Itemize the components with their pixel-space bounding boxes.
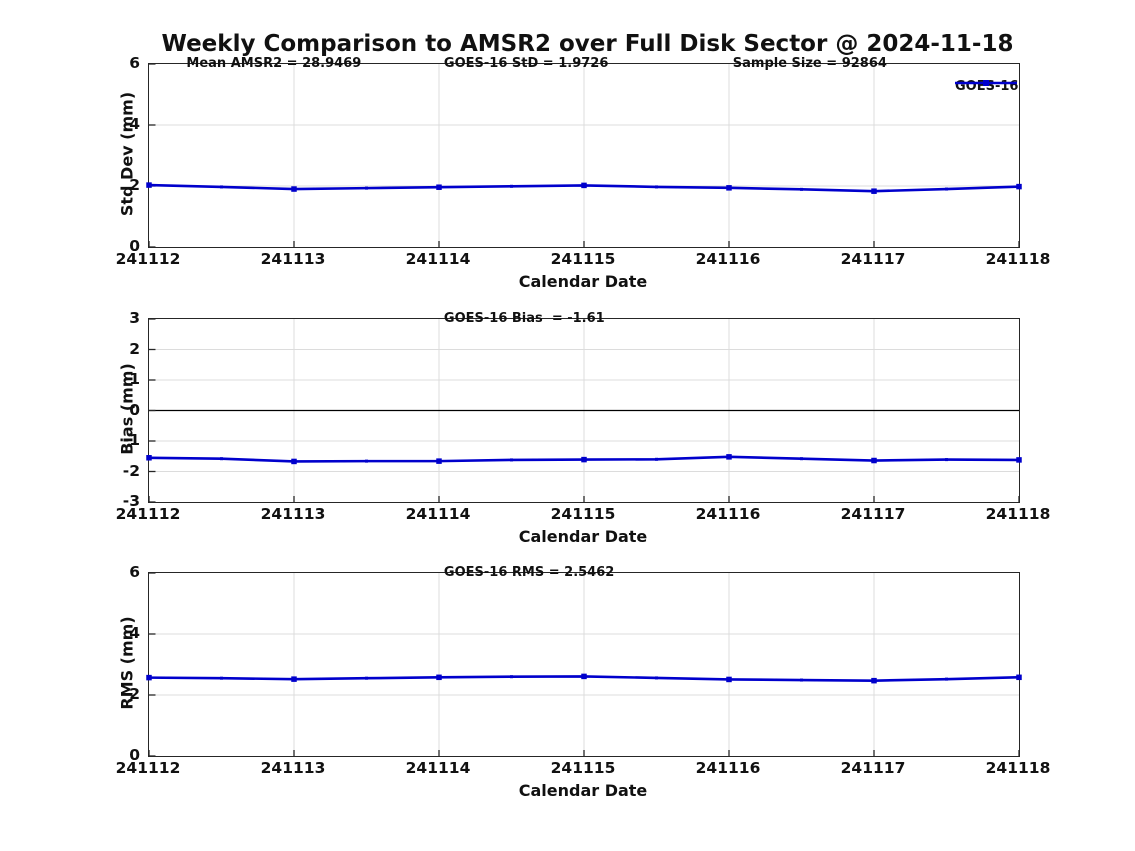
x-tick-label: 241115 — [550, 759, 616, 777]
x-tick-label: 241118 — [985, 505, 1051, 523]
y-tick-label: -1 — [122, 431, 140, 449]
data-point-marker — [365, 186, 368, 190]
x-tick-label: 241114 — [405, 250, 471, 268]
x-tick-label: 241113 — [260, 250, 326, 268]
x-tick-label: 241113 — [260, 505, 326, 523]
y-tick-label: 0 — [129, 237, 140, 255]
y-tick-label: 1 — [129, 370, 140, 388]
stddev-y-axis-label: Std Dev (mm) — [117, 91, 137, 217]
x-tick-label: 241112 — [115, 759, 181, 777]
x-tick-label: 241117 — [840, 505, 906, 523]
data-point-marker — [871, 457, 877, 464]
rms-chart-svg — [146, 572, 1022, 757]
x-tick-label: 241118 — [985, 759, 1051, 777]
data-point-marker — [1016, 183, 1022, 190]
bias-x-axis-label: Calendar Date — [518, 527, 648, 546]
data-point-marker — [581, 673, 587, 680]
y-tick-label: 0 — [129, 400, 140, 419]
x-tick-label: 241114 — [405, 759, 471, 777]
x-tick-label: 241112 — [115, 505, 181, 523]
goes16-std-annotation: GOES-16 StD = 1.9726 — [443, 56, 609, 72]
x-tick-label: 241117 — [840, 759, 906, 777]
data-point-marker — [871, 188, 877, 194]
x-tick-label: 241114 — [405, 505, 471, 523]
data-point-marker — [291, 186, 297, 192]
y-tick-label: 6 — [129, 563, 140, 581]
data-point-marker — [655, 457, 658, 461]
data-point-marker — [945, 187, 948, 191]
y-tick-label: -3 — [122, 492, 140, 510]
mean-amsr2-annotation: Mean AMSR2 = 28.9469 — [186, 56, 362, 72]
data-point-marker — [510, 675, 513, 679]
data-point-marker — [1016, 457, 1022, 463]
bias-plot-area: GOES-16 Bias = -1.61 — [146, 311, 1022, 503]
data-point-marker — [581, 182, 587, 189]
data-point-marker — [726, 185, 732, 191]
data-point-marker — [436, 458, 442, 464]
data-point-marker — [436, 184, 442, 190]
data-point-marker — [291, 458, 297, 465]
legend-marker-icon — [983, 80, 989, 86]
y-tick-label: 6 — [129, 54, 140, 72]
x-tick-label: 241113 — [260, 759, 326, 777]
x-tick-label: 241116 — [695, 505, 761, 523]
data-point-marker — [655, 185, 658, 189]
data-point-marker — [510, 184, 513, 188]
data-point-marker — [146, 455, 152, 461]
sample-size-annotation: Sample Size = 92864 — [732, 56, 887, 72]
y-tick-label: 0 — [129, 746, 140, 764]
x-tick-label: 241116 — [695, 759, 761, 777]
y-tick-label: 3 — [129, 309, 140, 327]
x-tick-label: 241115 — [550, 505, 616, 523]
y-tick-label: 2 — [129, 176, 140, 194]
stddev-plot-area: Mean AMSR2 = 28.9469 GOES-16 StD = 1.972… — [146, 56, 1022, 248]
data-point-marker — [365, 459, 368, 463]
goes16-rms-annotation: GOES-16 RMS = 2.5462 — [443, 565, 615, 581]
data-point-marker — [945, 677, 948, 681]
legend: GOES-16 — [955, 77, 1018, 95]
stddev-x-axis-label: Calendar Date — [518, 272, 648, 291]
data-point-marker — [146, 674, 152, 681]
data-point-marker — [726, 454, 732, 460]
data-point-marker — [945, 458, 948, 462]
data-point-marker — [365, 676, 368, 680]
data-point-marker — [800, 678, 803, 682]
bias-subplot: Bias (mm) GOES-16 Bias = -1.61 Calendar … — [0, 309, 1135, 546]
y-tick-label: -2 — [122, 461, 140, 480]
data-point-marker — [726, 676, 732, 683]
data-point-marker — [220, 185, 223, 189]
data-point-marker — [220, 676, 223, 680]
y-tick-label: 2 — [129, 339, 140, 358]
data-point-marker — [871, 677, 877, 684]
stddev-subplot: Std Dev (mm) Mean AMSR2 = 28.9469 GOES-1… — [0, 54, 1135, 291]
goes16-bias-annotation: GOES-16 Bias = -1.61 — [443, 311, 605, 327]
y-tick-label: 4 — [129, 624, 140, 642]
data-point-marker — [800, 457, 803, 461]
rms-subplot: RMS (mm) GOES-16 RMS = 2.5462 Calendar D… — [0, 563, 1135, 800]
data-point-marker — [436, 674, 442, 681]
x-tick-label: 241115 — [550, 250, 616, 268]
data-point-marker — [1016, 674, 1022, 681]
data-point-marker — [291, 676, 297, 682]
legend-line-sample — [955, 80, 1017, 86]
x-tick-label: 241112 — [115, 250, 181, 268]
x-tick-label: 241116 — [695, 250, 761, 268]
data-point-marker — [146, 182, 152, 188]
data-point-marker — [800, 187, 803, 191]
bias-chart-svg — [146, 318, 1022, 503]
data-point-marker — [510, 458, 513, 462]
data-point-marker — [655, 676, 658, 680]
x-tick-label: 241118 — [985, 250, 1051, 268]
data-point-marker — [220, 457, 223, 461]
rms-plot-area: GOES-16 RMS = 2.5462 — [146, 565, 1022, 757]
rms-x-axis-label: Calendar Date — [518, 781, 648, 800]
data-point-marker — [581, 456, 587, 463]
y-tick-label: 2 — [129, 685, 140, 703]
x-tick-label: 241117 — [840, 250, 906, 268]
std-dev-chart-svg — [146, 63, 1022, 248]
y-tick-label: 4 — [129, 115, 140, 133]
chart-title: Weekly Comparison to AMSR2 over Full Dis… — [161, 31, 1014, 57]
